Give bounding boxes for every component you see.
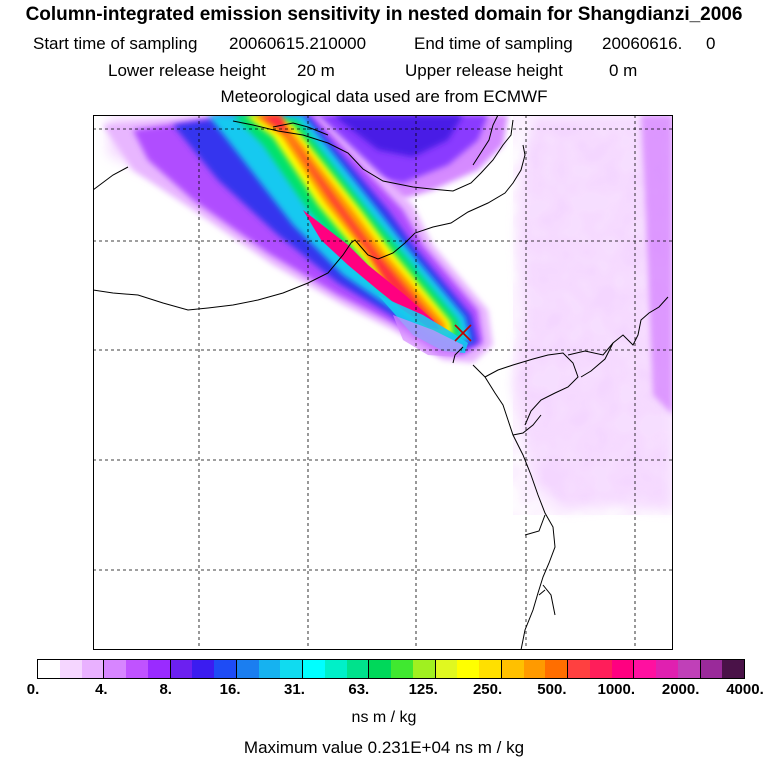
colorbar-segment	[523, 660, 546, 678]
lower-height-label: Lower release height	[108, 61, 266, 80]
start-time-label: Start time of sampling	[33, 34, 198, 53]
colorbar-segment	[457, 660, 479, 678]
colorbar-tick-label: 16.	[219, 681, 241, 698]
colorbar-segment	[611, 660, 635, 678]
upper-height-value: 0 m	[609, 61, 638, 80]
colorbar-segment	[38, 660, 60, 678]
colorbar-segment	[214, 660, 237, 678]
plot-title: Column-integrated emission sensitivity i…	[25, 4, 743, 25]
colorbar-segment	[258, 660, 281, 678]
colorbar-segment	[192, 660, 214, 678]
colorbar-segment	[656, 660, 678, 678]
emission-map	[93, 115, 673, 650]
maximum-value-label: Maximum value 0.231E+04 ns m / kg	[243, 738, 525, 757]
colorbar-tick-label: 2000.	[661, 681, 700, 698]
met-data-note: Meteorological data used are from ECMWF	[220, 87, 548, 106]
colorbar-segment	[369, 660, 391, 678]
colorbar-segment	[634, 660, 656, 678]
colorbar-segment	[303, 660, 325, 678]
colorbar-tick-label: 63.	[348, 681, 370, 698]
colorbar-tick-label: 4.	[95, 681, 108, 698]
cross-icon	[454, 324, 472, 342]
colorbar-segment	[391, 660, 413, 678]
end-time-label: End time of sampling	[414, 34, 573, 53]
coastlines	[93, 115, 669, 650]
end-time-value: 20060616. 0	[602, 34, 716, 53]
colorbar-tick-label: 31.	[284, 681, 305, 698]
colorbar-units: ns m / kg	[351, 709, 417, 726]
upper-height-label: Upper release height	[405, 61, 563, 80]
colorbar-segment	[545, 660, 568, 678]
colorbar-tick-label: 1000.	[597, 681, 636, 698]
colorbar-segment	[104, 660, 126, 678]
colorbar-tick-label: 0.	[26, 681, 40, 698]
colorbar-segment	[412, 660, 436, 678]
colorbar	[37, 659, 745, 679]
colorbar-segment	[479, 660, 502, 678]
colorbar-segment	[722, 660, 744, 678]
colorbar-segment	[59, 660, 82, 678]
colorbar-tick-label: 8.	[159, 681, 172, 698]
colorbar-segment	[435, 660, 458, 678]
emission-plume	[103, 115, 493, 363]
colorbar-segment	[126, 660, 148, 678]
colorbar-tick-label: 125.	[408, 681, 438, 698]
colorbar-tick-label: 250.	[472, 681, 503, 698]
colorbar-segment	[170, 660, 193, 678]
colorbar-tick-label: 4000.	[726, 681, 764, 698]
colorbar-segment	[568, 660, 590, 678]
map-border	[93, 115, 673, 650]
colorbar-segment	[589, 660, 612, 678]
colorbar-segment	[346, 660, 370, 678]
colorbar-segment	[677, 660, 701, 678]
map-graticule	[93, 115, 673, 650]
colorbar-segment	[501, 660, 524, 678]
lower-height-value: 20 m	[297, 61, 335, 80]
colorbar-segment	[147, 660, 171, 678]
colorbar-segment	[700, 660, 723, 678]
map-panel	[93, 115, 673, 650]
colorbar-tick-label: 500.	[537, 681, 567, 698]
colorbar-segment	[280, 660, 303, 678]
start-time-value: 20060615.210000	[229, 34, 367, 53]
colorbar-segment	[236, 660, 259, 678]
colorbar-segment	[81, 660, 105, 678]
colorbar-segment	[324, 660, 347, 678]
